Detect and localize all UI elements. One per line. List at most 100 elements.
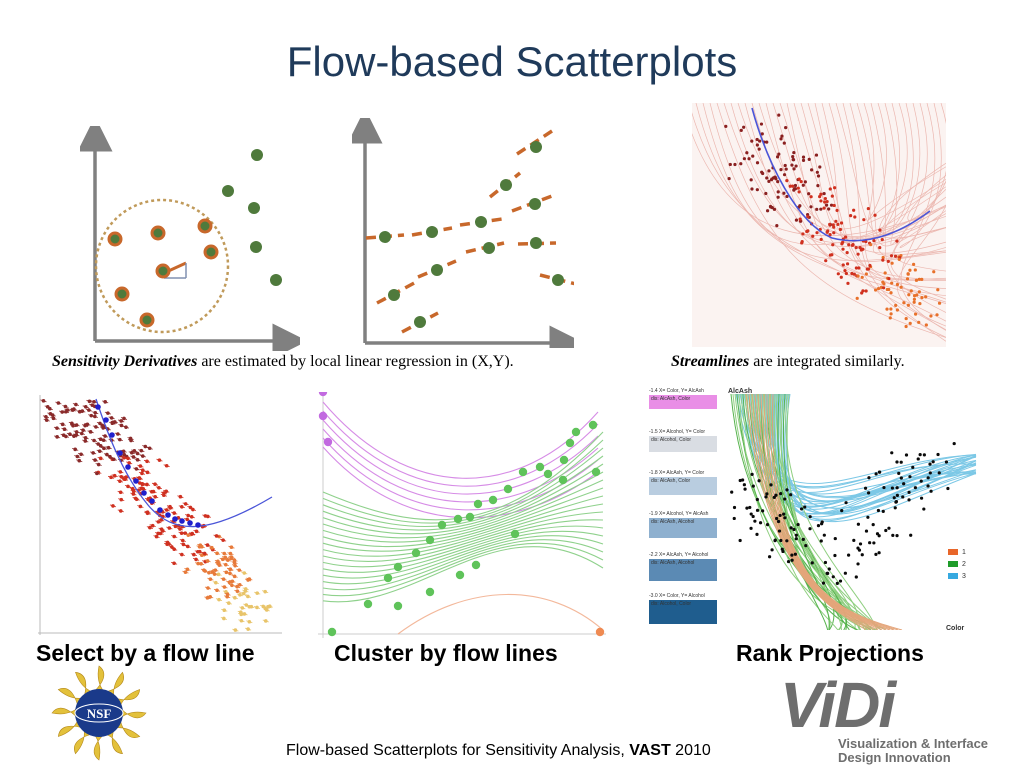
stream-point (864, 272, 868, 276)
stream-point (780, 134, 784, 138)
select-point (118, 490, 123, 495)
select-point (235, 584, 239, 589)
stream-point (833, 186, 837, 190)
selected-point (172, 516, 178, 522)
stream-point (860, 291, 864, 295)
select-point (109, 475, 113, 480)
cluster-point (453, 514, 463, 524)
stream-point (794, 218, 799, 222)
select-point (172, 561, 176, 566)
rank-point (840, 509, 844, 513)
stream-point (816, 184, 820, 188)
derivatives-diagram (352, 118, 574, 348)
select-point (119, 497, 124, 502)
select-point (168, 504, 172, 509)
stream-point (819, 207, 823, 211)
select-point (192, 552, 196, 557)
select-point (172, 511, 177, 515)
select-point (126, 456, 130, 461)
cluster-subtitle: Cluster by flow lines (334, 640, 558, 666)
stream-point (790, 163, 794, 167)
rank-point (794, 533, 798, 537)
select-point (118, 479, 122, 483)
select-point (181, 542, 186, 547)
rank-point (776, 519, 781, 524)
stream-point (815, 170, 819, 174)
rank-item-detail: dis: Alcohol, Color (651, 601, 692, 607)
select-point (264, 608, 269, 612)
rank-item[interactable]: -1.4 X= Color, Y= AlcAsh dis: AlcAsh, Col… (649, 388, 717, 409)
select-point (207, 570, 211, 575)
rank-point (748, 505, 752, 510)
select-point (240, 606, 245, 610)
stream-point (767, 179, 771, 183)
rank-point (868, 541, 872, 545)
select-point (68, 432, 72, 437)
rank-item-swatch: dis: AlcAsh, Color (649, 477, 717, 495)
stream-point (832, 225, 836, 229)
select-point (73, 447, 77, 452)
rank-item[interactable]: -3.0 X= Color, Y= Alcohol dis: Alcohol, C… (649, 593, 717, 624)
select-point (165, 542, 169, 547)
cluster-point (591, 467, 601, 477)
rank-point (803, 505, 807, 509)
select-point (101, 426, 105, 430)
select-point (158, 531, 163, 536)
stream-point (860, 275, 864, 279)
selected-point (195, 522, 201, 528)
cluster-point (488, 495, 498, 505)
stream-point (838, 227, 843, 232)
rank-point (819, 539, 823, 543)
rank-point (852, 538, 856, 542)
rank-point (808, 515, 812, 519)
neighborhood-points (107, 218, 219, 328)
stream-point (755, 188, 759, 192)
select-point (126, 484, 130, 489)
rank-point (894, 500, 898, 504)
select-point (121, 449, 126, 454)
rank-point (761, 509, 765, 513)
stream-point (880, 237, 884, 242)
select-point (110, 421, 115, 426)
rank-point (877, 470, 882, 474)
stream-point (857, 266, 861, 270)
stream-point (742, 125, 746, 129)
rank-point (838, 579, 843, 583)
stream-point (797, 177, 801, 181)
select-point (164, 463, 169, 468)
rank-item-label: -1.9 X= Alcohol, Y= AlcAsh (649, 511, 709, 517)
select-point (98, 444, 103, 448)
select-point (44, 414, 48, 419)
rank-point (810, 561, 814, 565)
rank-item[interactable]: -1.9 X= Alcohol, Y= AlcAsh dis: AlcAsh, A… (649, 511, 717, 538)
select-point (60, 410, 64, 414)
rank-point (864, 529, 869, 533)
select-point (255, 605, 259, 610)
select-point (56, 401, 61, 405)
rank-item[interactable]: -1.5 X= Alcohol, Y= Color dis: Alcohol, C… (649, 429, 717, 452)
selected-point (187, 520, 193, 526)
rank-item-label: -1.5 X= Alcohol, Y= Color (649, 429, 706, 435)
stream-point (924, 295, 928, 299)
stream-point (785, 194, 789, 199)
select-point (79, 431, 84, 436)
cluster-point (571, 427, 581, 437)
select-point (74, 430, 79, 434)
outside-points (222, 149, 282, 286)
cluster-point (437, 520, 447, 530)
rank-item[interactable]: -2.2 X= AlcAsh, Y= Alcohol dis: AlcAsh, A… (649, 552, 717, 581)
rank-subtitle: Rank Projections (736, 640, 924, 666)
stream-point (724, 124, 728, 128)
select-point (241, 591, 246, 596)
stream-point (889, 254, 894, 258)
select-point (80, 409, 85, 413)
cluster-point (543, 469, 553, 479)
select-flow-plot (38, 395, 282, 635)
rank-point (919, 496, 924, 500)
select-point (173, 524, 178, 529)
rank-item[interactable]: -1.8 X= AlcAsh, Y= Color dis: AlcAsh, Col… (649, 470, 717, 495)
rank-point (786, 559, 791, 564)
cluster-point-orange (595, 627, 605, 637)
select-point (77, 458, 82, 463)
rank-point (856, 562, 860, 566)
